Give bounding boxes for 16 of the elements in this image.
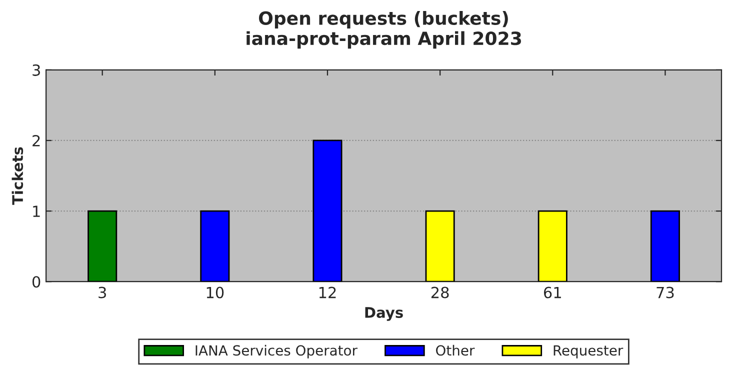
legend-label: IANA Services Operator — [196, 344, 358, 358]
x-axis-title: Days — [365, 307, 403, 321]
y-tick-label: 1 — [33, 206, 40, 217]
chart-title: Open requests (buckets) iana-prot-param April 2023 — [246, 10, 521, 49]
y-tick-label: 0 — [32, 276, 40, 288]
y-tick-label: 3 — [32, 64, 40, 76]
x-tick-label: 73 — [656, 286, 674, 298]
x-tick-label: 28 — [431, 286, 449, 298]
x-tick-label: 10 — [206, 286, 224, 298]
legend-label: Other — [436, 344, 475, 356]
y-tick-label: 2 — [32, 134, 40, 146]
x-tick-label: 3 — [98, 286, 106, 298]
x-tick-label: 12 — [319, 286, 336, 298]
y-axis-title: Tickets — [12, 147, 24, 205]
x-tick-label: 61 — [544, 286, 561, 298]
legend-label: Requester — [554, 345, 624, 358]
